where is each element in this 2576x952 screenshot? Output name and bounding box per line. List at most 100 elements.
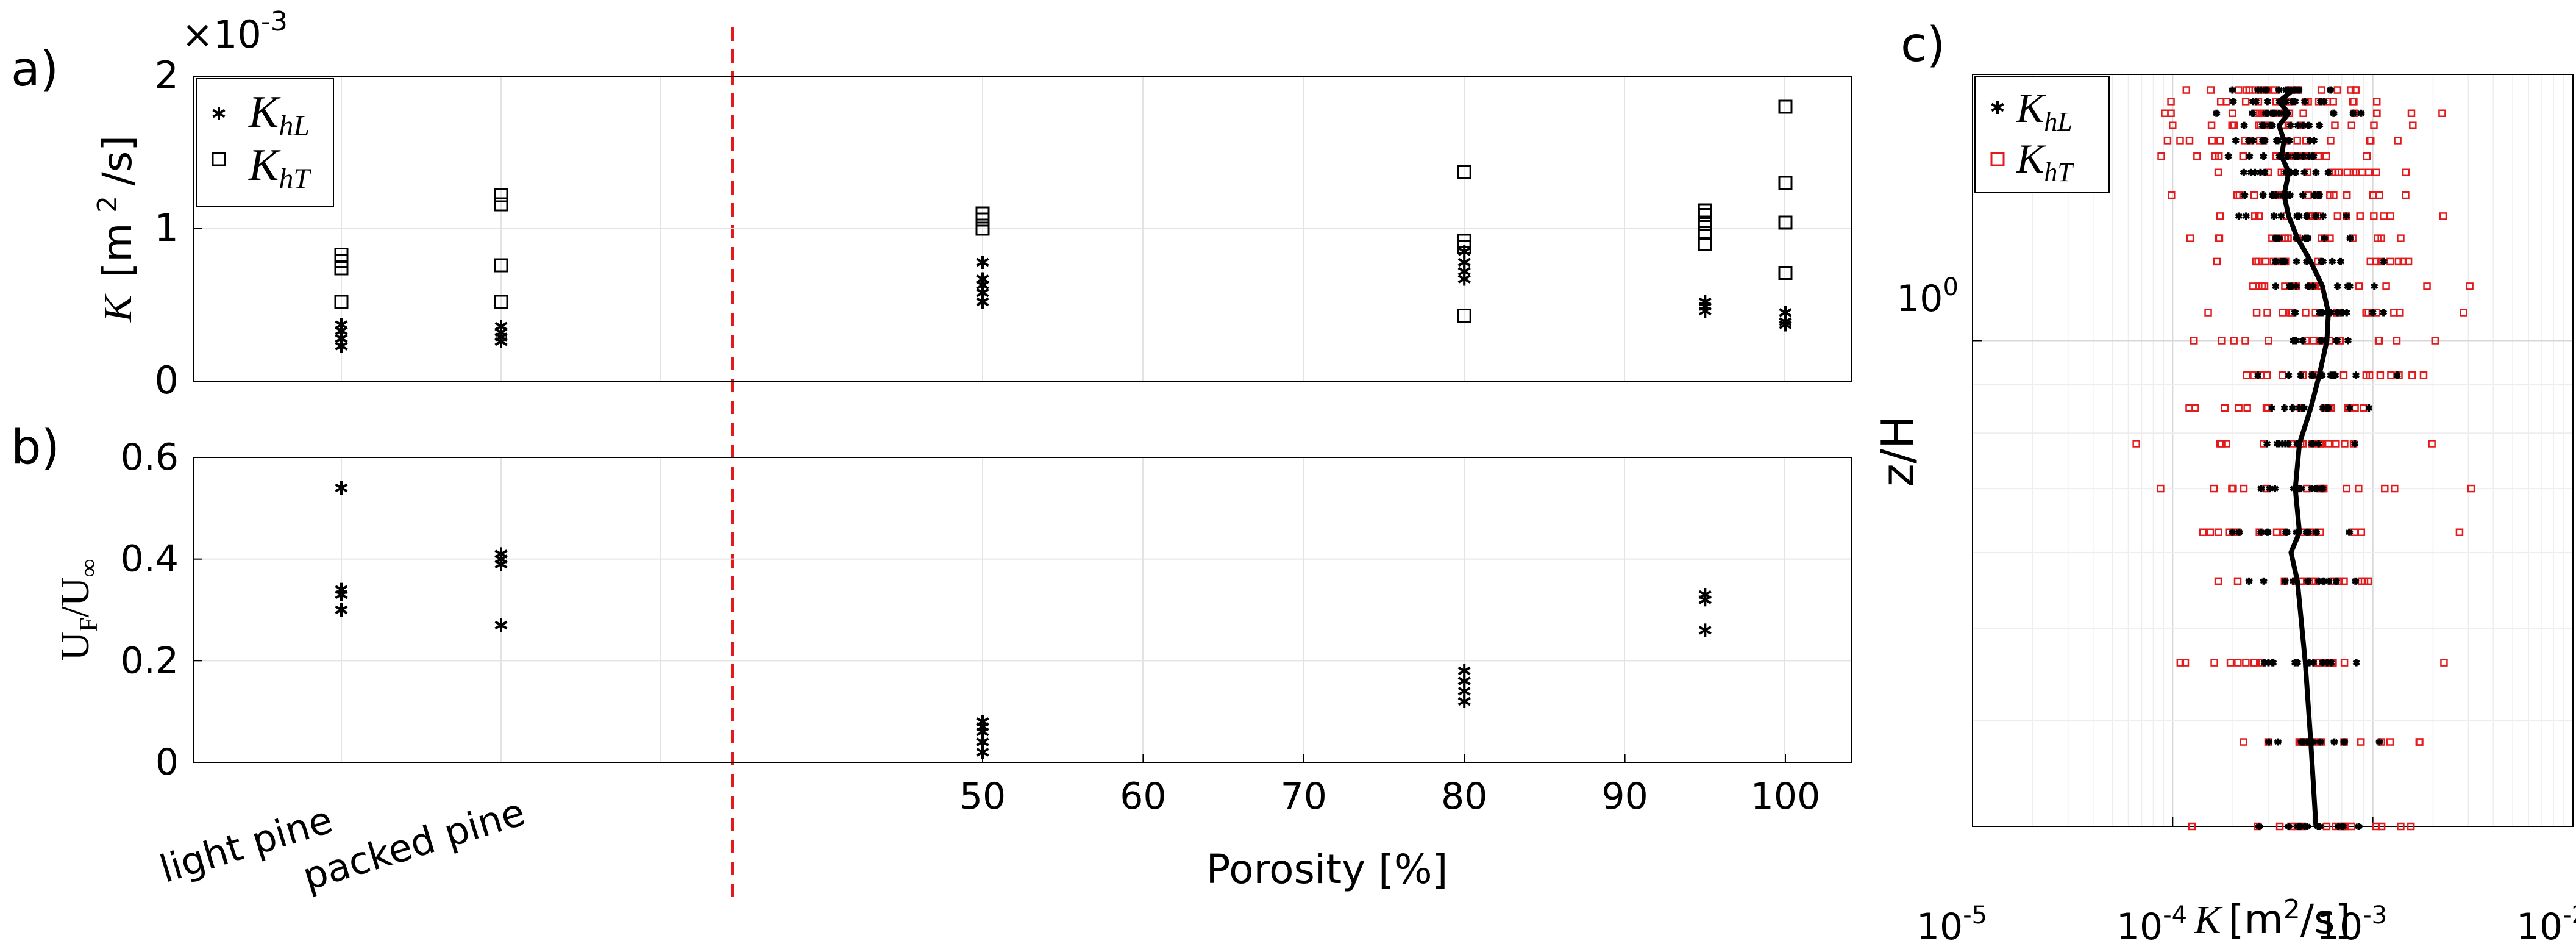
data-point-kht bbox=[2440, 659, 2448, 667]
data-point-kht bbox=[2185, 404, 2193, 412]
data-point-kht bbox=[2352, 86, 2360, 94]
data-point-kht bbox=[2216, 137, 2224, 145]
data-point-kht bbox=[2190, 337, 2198, 345]
data-point-khl bbox=[2371, 282, 2379, 290]
data-point-khl bbox=[2393, 371, 2402, 379]
data-point-kht bbox=[2373, 109, 2381, 117]
xtick-label: 90 bbox=[1601, 775, 1648, 818]
c-ylabel-text: z/H bbox=[1872, 416, 1923, 487]
data-point-khl bbox=[2285, 137, 2293, 145]
panel-a: 0 1 2 a) ×10 -3 K [m 2 /s] KhL KhT bbox=[11, 6, 1852, 403]
panel-b-grid bbox=[194, 457, 1852, 763]
data-point-kht bbox=[2322, 152, 2330, 160]
data-point-kht bbox=[2293, 137, 2301, 145]
data-point-kht bbox=[2439, 212, 2447, 220]
c-ytick-exp: 0 bbox=[1943, 273, 1958, 301]
data-point-khl bbox=[2292, 337, 2300, 345]
data-point-khl bbox=[2300, 168, 2308, 176]
data-point-khl bbox=[2257, 528, 2265, 536]
data-point-kht bbox=[2375, 191, 2383, 199]
data-point-kht bbox=[2241, 337, 2249, 345]
data-point-kht bbox=[2229, 484, 2237, 493]
data-point-kht bbox=[2255, 282, 2263, 290]
data-point-kht bbox=[2176, 659, 2185, 667]
data-point-khl bbox=[2343, 212, 2350, 220]
data-point-khl bbox=[2291, 98, 2299, 106]
data-point-kht bbox=[2210, 659, 2218, 667]
data-point-kht bbox=[2329, 98, 2337, 106]
data-point-khl bbox=[2257, 485, 2265, 493]
data-point-khl bbox=[2240, 168, 2248, 176]
data-point-kht bbox=[2168, 191, 2176, 199]
data-point-kht bbox=[2211, 152, 2219, 160]
data-point-kht bbox=[2275, 822, 2284, 831]
data-point-kht bbox=[2356, 212, 2364, 220]
panel-b-xlabel: Porosity [%] bbox=[1206, 846, 1448, 893]
data-point-khl bbox=[2261, 168, 2269, 176]
data-point-kht bbox=[2233, 191, 2241, 199]
data-point-kht bbox=[334, 295, 349, 309]
data-point-khl bbox=[2332, 577, 2341, 585]
svg-text:KhL: KhL bbox=[248, 87, 310, 142]
data-point-kht bbox=[2428, 440, 2436, 448]
data-point-khl bbox=[2258, 121, 2266, 129]
data-point-khl bbox=[2352, 371, 2360, 379]
legend-square-marker bbox=[212, 152, 226, 166]
data-point-kht bbox=[2460, 309, 2467, 317]
data-point-kht bbox=[2229, 109, 2236, 117]
data-point-kht bbox=[334, 261, 349, 276]
c-ytick-base: 10 bbox=[1896, 277, 1943, 320]
data-point-uf-ratio bbox=[494, 547, 508, 561]
data-point-khl bbox=[2268, 121, 2276, 129]
data-point-khl bbox=[2264, 109, 2272, 117]
data-point-khl bbox=[2280, 404, 2288, 412]
data-point-uf-ratio bbox=[494, 618, 508, 632]
data-point-khl bbox=[2247, 168, 2255, 176]
data-point-kht bbox=[2222, 98, 2230, 106]
data-point-kht bbox=[2199, 528, 2207, 536]
data-point-khl bbox=[2270, 212, 2278, 220]
data-point-kht bbox=[2213, 257, 2221, 266]
ylabel-symbol: K bbox=[96, 293, 140, 323]
ylabel-sub-f: F bbox=[75, 617, 103, 631]
data-point-khl bbox=[2263, 98, 2271, 106]
legend-asterisk-icon bbox=[212, 107, 226, 120]
data-point-kht bbox=[2377, 234, 2385, 242]
legend-k-symbol: K bbox=[2016, 135, 2046, 182]
data-point-khl bbox=[2281, 577, 2289, 585]
data-point-kht bbox=[2390, 309, 2398, 317]
data-point-khl bbox=[2304, 528, 2313, 536]
svg-text:100: 100 bbox=[1896, 273, 1959, 320]
legend-hl-subscript: hL bbox=[2044, 107, 2072, 137]
data-point-kht bbox=[2218, 440, 2226, 448]
data-point-kht bbox=[2327, 137, 2335, 145]
data-point-khl bbox=[2266, 485, 2274, 493]
data-point-kht bbox=[2302, 309, 2310, 317]
svg-text:KhL: KhL bbox=[2016, 85, 2073, 137]
data-point-kht bbox=[2332, 168, 2340, 177]
data-point-kht bbox=[2261, 257, 2270, 266]
data-point-kht bbox=[2404, 257, 2413, 266]
data-point-kht bbox=[2355, 484, 2363, 493]
data-point-kht bbox=[2250, 659, 2259, 667]
data-point-kht bbox=[2366, 137, 2375, 145]
data-point-kht bbox=[1698, 237, 1712, 251]
data-point-khl bbox=[2350, 440, 2359, 448]
data-point-khl bbox=[2339, 823, 2347, 830]
data-point-khl bbox=[2316, 98, 2325, 106]
data-point-kht bbox=[1457, 309, 1471, 323]
data-point-kht bbox=[2352, 168, 2360, 177]
data-point-khl bbox=[2240, 121, 2248, 129]
data-point-kht bbox=[2163, 137, 2172, 145]
data-point-khl bbox=[2315, 191, 2324, 199]
data-point-kht bbox=[2235, 86, 2243, 94]
data-point-khl bbox=[2309, 440, 2317, 448]
data-point-khl bbox=[2310, 137, 2318, 145]
data-point-khl bbox=[2344, 282, 2352, 290]
xtick-label: 100 bbox=[1751, 775, 1821, 818]
data-point-khl bbox=[2294, 121, 2302, 129]
data-point-kht bbox=[2358, 168, 2366, 177]
data-point-kht bbox=[2372, 168, 2380, 177]
data-point-khl bbox=[2285, 371, 2293, 379]
